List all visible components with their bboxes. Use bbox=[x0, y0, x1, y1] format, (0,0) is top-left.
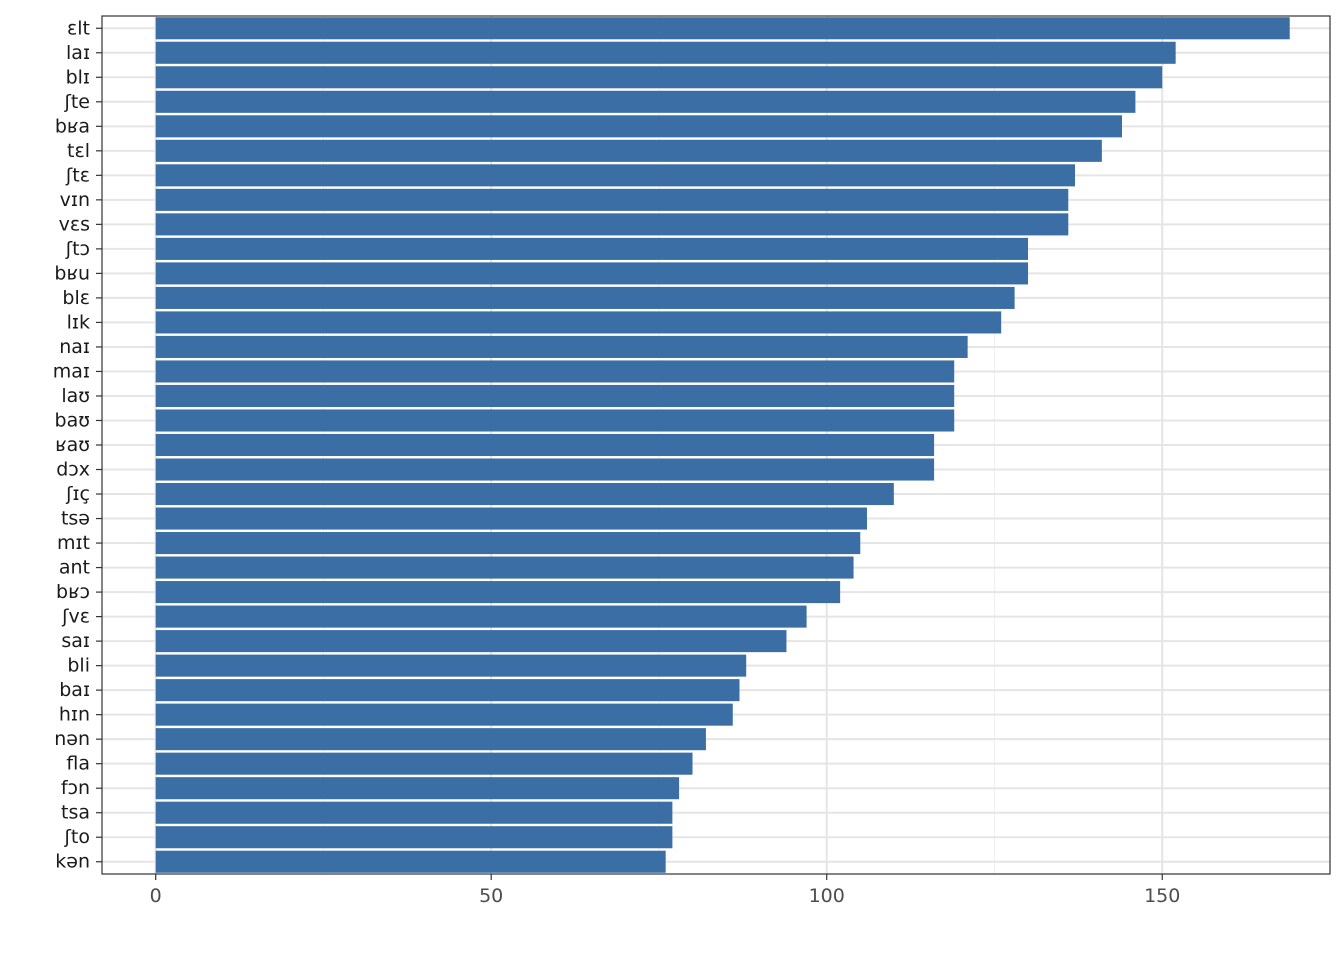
category-label: ʃvɛ bbox=[61, 606, 90, 628]
bar bbox=[155, 41, 1176, 64]
category-label: kən bbox=[55, 851, 90, 873]
category-label: baɪ bbox=[59, 679, 90, 701]
category-label: blɪ bbox=[66, 66, 90, 88]
bar bbox=[155, 801, 673, 824]
x-tick-label: 150 bbox=[1144, 885, 1180, 907]
bar bbox=[155, 703, 733, 726]
bar bbox=[155, 360, 955, 383]
bar bbox=[155, 605, 807, 628]
bar bbox=[155, 532, 861, 555]
category-label: ʃɪç bbox=[65, 483, 90, 505]
category-label: baʊ bbox=[55, 409, 90, 431]
x-axis: 0 50 100 150 bbox=[150, 874, 1180, 907]
category-label: vɪn bbox=[60, 189, 90, 211]
bar bbox=[155, 433, 935, 457]
bar bbox=[155, 581, 841, 604]
x-tick-label: 50 bbox=[479, 885, 503, 907]
bar bbox=[155, 507, 867, 530]
category-label: bʁa bbox=[55, 115, 90, 137]
bar bbox=[155, 679, 740, 702]
bar bbox=[155, 556, 854, 579]
bar bbox=[155, 17, 1290, 40]
category-label: fɔn bbox=[61, 777, 90, 799]
category-label: saɪ bbox=[61, 630, 90, 652]
category-label: maɪ bbox=[53, 360, 90, 382]
category-label: mɪt bbox=[57, 532, 90, 554]
category-label: dɔx bbox=[56, 459, 90, 481]
bar bbox=[155, 458, 935, 481]
category-label: bli bbox=[67, 655, 90, 677]
category-label: tɛl bbox=[67, 140, 90, 162]
bar bbox=[155, 335, 968, 358]
category-label: vɛs bbox=[59, 213, 90, 235]
bars bbox=[155, 17, 1290, 873]
bar bbox=[155, 384, 955, 408]
category-label: ʃte bbox=[63, 91, 90, 113]
category-label: ʁaʊ bbox=[55, 434, 90, 456]
bar bbox=[155, 66, 1163, 89]
category-label: hɪn bbox=[59, 704, 90, 726]
bar bbox=[155, 286, 1015, 309]
bar bbox=[155, 311, 1002, 334]
bar bbox=[155, 826, 673, 849]
category-label: laʊ bbox=[61, 385, 90, 407]
bar bbox=[155, 115, 1122, 138]
bar bbox=[155, 188, 1069, 211]
category-label: ʃtɔ bbox=[65, 238, 90, 260]
bar bbox=[155, 482, 894, 506]
category-label: tsə bbox=[61, 508, 90, 530]
category-label: laɪ bbox=[66, 42, 90, 64]
x-tick-label: 100 bbox=[809, 885, 845, 907]
category-label: tsa bbox=[61, 802, 90, 824]
category-label: naɪ bbox=[59, 336, 90, 358]
category-label: ʃtɛ bbox=[65, 164, 90, 186]
bar bbox=[155, 850, 666, 873]
bar bbox=[155, 90, 1136, 113]
category-label: bʁɔ bbox=[56, 581, 90, 603]
bar bbox=[155, 777, 680, 800]
bar bbox=[155, 409, 955, 432]
category-label: bʁu bbox=[54, 262, 90, 284]
bar bbox=[155, 139, 1102, 162]
x-tick-label: 0 bbox=[150, 885, 162, 907]
category-label: nən bbox=[54, 728, 90, 750]
category-label: blɛ bbox=[62, 287, 90, 309]
bar bbox=[155, 728, 706, 751]
bar bbox=[155, 752, 693, 775]
bar bbox=[155, 237, 1029, 260]
category-label: ant bbox=[59, 557, 90, 579]
category-label: ʃto bbox=[64, 826, 90, 848]
bar bbox=[155, 262, 1029, 285]
bar bbox=[155, 164, 1076, 187]
category-label: lɪk bbox=[67, 311, 90, 333]
category-label: fla bbox=[66, 753, 90, 775]
bar bbox=[155, 213, 1069, 236]
category-label: ɛlt bbox=[67, 17, 90, 39]
bar bbox=[155, 630, 787, 653]
bar bbox=[155, 654, 747, 677]
